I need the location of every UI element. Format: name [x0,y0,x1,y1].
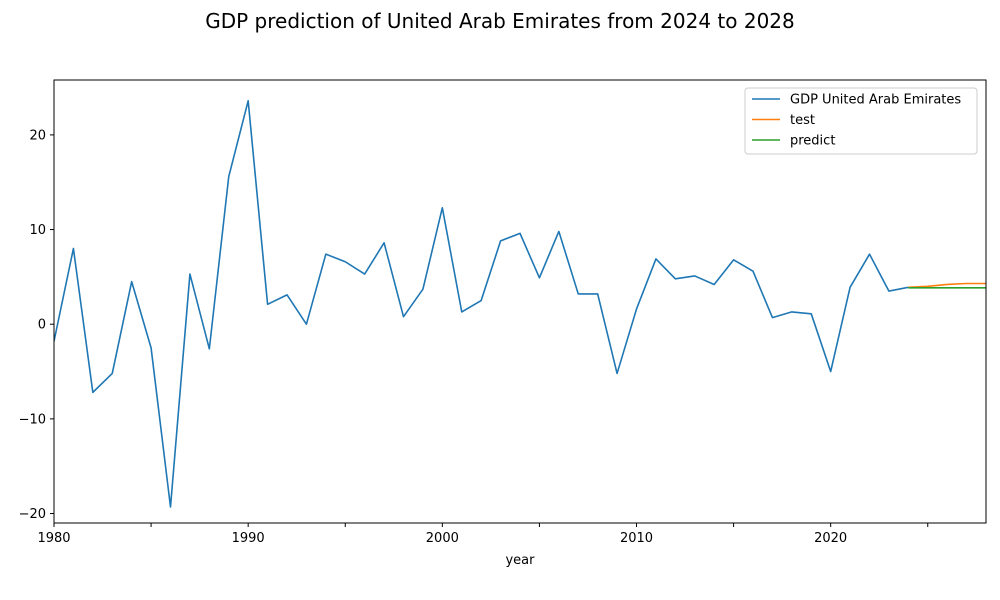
x-tick-label: 2000 [426,531,459,546]
legend-label: test [790,113,815,128]
x-axis-ticks: 1980 1990 2000 2010 2020 [37,523,929,546]
y-axis-ticks: −20 −10 0 10 20 [19,128,54,522]
x-axis-label: year [505,553,535,568]
y-tick-label: −20 [19,507,46,522]
series-line-gdp-united-arab-emirates [54,100,909,508]
legend: GDP United Arab Emirates test predict [744,87,978,155]
legend-label: GDP United Arab Emirates [790,93,961,108]
x-tick-label: 1980 [37,531,70,546]
legend-label: predict [790,134,835,149]
y-tick-label: −10 [19,412,46,427]
plot-area: 1980 1990 2000 2010 2020 −20 −10 0 10 20 [19,79,987,546]
chart-title: GDP prediction of United Arab Emirates f… [205,9,795,33]
x-tick-label: 2020 [814,531,847,546]
series-layer [54,100,986,508]
x-tick-label: 2010 [620,531,653,546]
x-tick-label: 1990 [232,531,265,546]
series-line-test [908,282,986,289]
plot-frame [53,79,987,524]
y-tick-label: 10 [29,223,46,238]
y-tick-label: 0 [38,318,46,333]
legend-box [744,87,978,155]
y-tick-label: 20 [29,128,46,143]
